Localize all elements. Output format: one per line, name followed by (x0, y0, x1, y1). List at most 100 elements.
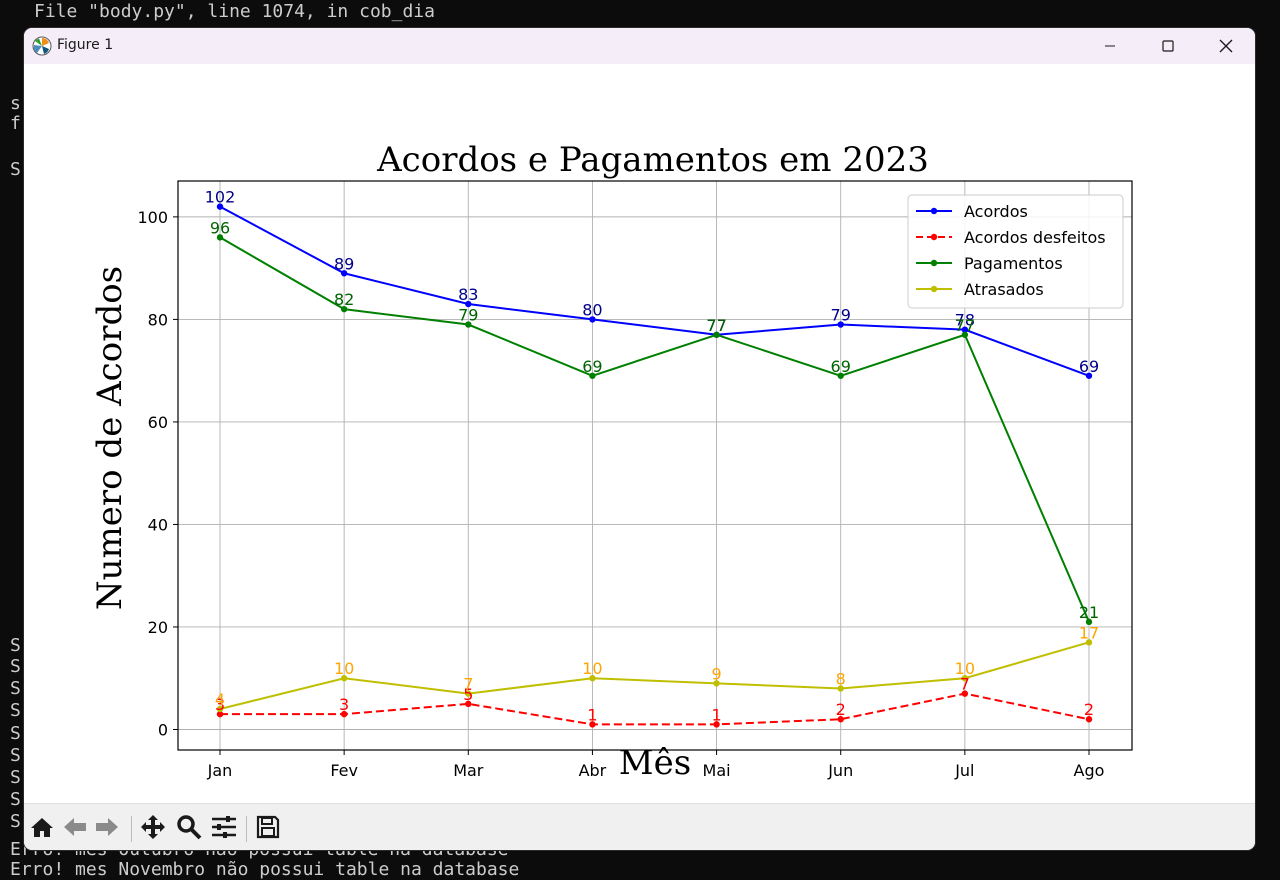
data-point (961, 326, 969, 333)
x-tick-label: Mai (703, 761, 731, 780)
data-label: 79 (831, 306, 851, 325)
data-point (589, 721, 596, 728)
legend-marker (930, 259, 938, 267)
save-icon (256, 815, 280, 843)
data-label: 2 (836, 700, 846, 719)
data-point (216, 705, 224, 713)
y-tick-label: 0 (158, 720, 168, 739)
data-label: 69 (1079, 357, 1099, 376)
data-point (837, 685, 844, 692)
series-line (219, 205, 1090, 377)
data-label: 17 (1079, 623, 1099, 642)
pan-button[interactable] (140, 814, 166, 844)
data-label: 77 (706, 316, 726, 335)
data-label: 69 (582, 357, 602, 376)
terminal-line: S (10, 678, 21, 699)
data-point (1085, 372, 1093, 379)
terminal-line: S (10, 767, 21, 788)
data-label: 8 (836, 669, 846, 688)
data-label: 77 (706, 316, 726, 335)
data-label: 10 (334, 659, 354, 678)
data-label: 4 (215, 690, 225, 709)
save-button[interactable] (255, 815, 281, 843)
minimize-icon (1104, 40, 1116, 52)
x-tick-label: Abr (579, 761, 607, 780)
data-label: 80 (582, 300, 602, 319)
legend-marker (930, 207, 938, 215)
data-label: 21 (1079, 603, 1099, 622)
x-axis-label: Mês (619, 743, 691, 783)
zoom-button[interactable] (176, 815, 202, 842)
x-tick-label: Ago (1074, 761, 1105, 780)
data-label: 3 (339, 695, 349, 714)
data-label: 10 (582, 659, 602, 678)
data-label: 1 (587, 705, 597, 724)
y-tick-label: 100 (137, 208, 168, 227)
data-point (340, 305, 348, 313)
terminal-line: Erro! mes Novembro não possui table na d… (10, 859, 520, 880)
y-tick-label: 80 (148, 310, 168, 329)
toolbar-separator (246, 816, 247, 842)
close-button[interactable] (1197, 28, 1255, 64)
data-point (837, 372, 844, 379)
data-label: 77 (955, 316, 975, 335)
data-label: 78 (955, 311, 975, 330)
plot-canvas[interactable]: Acordos e Pagamentos em 2023 Jan Fev Mar Ab… (24, 64, 1255, 803)
home-button[interactable] (29, 816, 55, 842)
x-tick-label: Jun (827, 761, 853, 780)
data-label: 2 (1084, 700, 1094, 719)
data-label: 1 (711, 705, 721, 724)
terminal-line: S (10, 159, 21, 180)
title-bar[interactable]: Figure 1 (24, 28, 1255, 64)
terminal-line: File "body.py", line 1074, in cob_dia (34, 1, 435, 22)
line-chart: Acordos e Pagamentos em 2023 Jan Fev Mar Ab… (90, 140, 1133, 783)
maximize-button[interactable] (1139, 28, 1197, 64)
data-label: 82 (334, 290, 354, 309)
series-line (219, 641, 1090, 710)
back-button[interactable] (62, 816, 88, 842)
data-point (837, 321, 844, 328)
y-axis-label: Numero de Acordos (90, 266, 130, 610)
data-point (340, 710, 348, 718)
configure-subplots-button[interactable] (211, 816, 237, 842)
terminal-line: s (10, 93, 21, 114)
close-icon (1219, 39, 1233, 53)
toolbar-separator (131, 816, 132, 842)
x-tick-label: Jan (207, 761, 233, 780)
data-label: 69 (831, 357, 851, 376)
data-point (961, 675, 969, 682)
series-line (219, 236, 1090, 623)
data-label: 96 (210, 218, 230, 237)
terminal-line: S (10, 723, 21, 744)
forward-button[interactable] (94, 816, 120, 842)
data-point (216, 234, 224, 241)
legend-entry: Acordos (964, 202, 1028, 221)
axis-ticks: Jan Fev Mar Abr Mai Jun Jul Ago 0 20 40 60 80 100 (137, 208, 1104, 780)
navigation-toolbar (24, 803, 1255, 850)
minimize-button[interactable] (1081, 28, 1139, 64)
legend-entry: Atrasados (964, 280, 1044, 299)
data-point (713, 331, 720, 338)
x-tick-label: Fev (330, 761, 358, 780)
data-label: 89 (334, 254, 354, 273)
y-tick-label: 20 (148, 618, 168, 637)
window-title: Figure 1 (57, 37, 114, 53)
maximize-icon (1162, 40, 1174, 52)
terminal-line: S (10, 811, 21, 832)
forward-arrow-icon (94, 816, 120, 842)
data-label: 83 (458, 285, 478, 304)
data-point (340, 270, 348, 277)
data-label: 7 (463, 675, 473, 694)
data-point (465, 690, 472, 697)
y-tick-label: 40 (148, 515, 168, 534)
pan-icon (140, 814, 166, 844)
data-point (589, 675, 596, 682)
data-point (465, 700, 472, 708)
legend-entry: Pagamentos (964, 254, 1063, 273)
data-point (961, 690, 969, 697)
legend-marker (930, 285, 938, 293)
legend-marker (930, 233, 938, 241)
terminal-line: f (10, 113, 21, 134)
terminal-line: S (10, 745, 21, 766)
